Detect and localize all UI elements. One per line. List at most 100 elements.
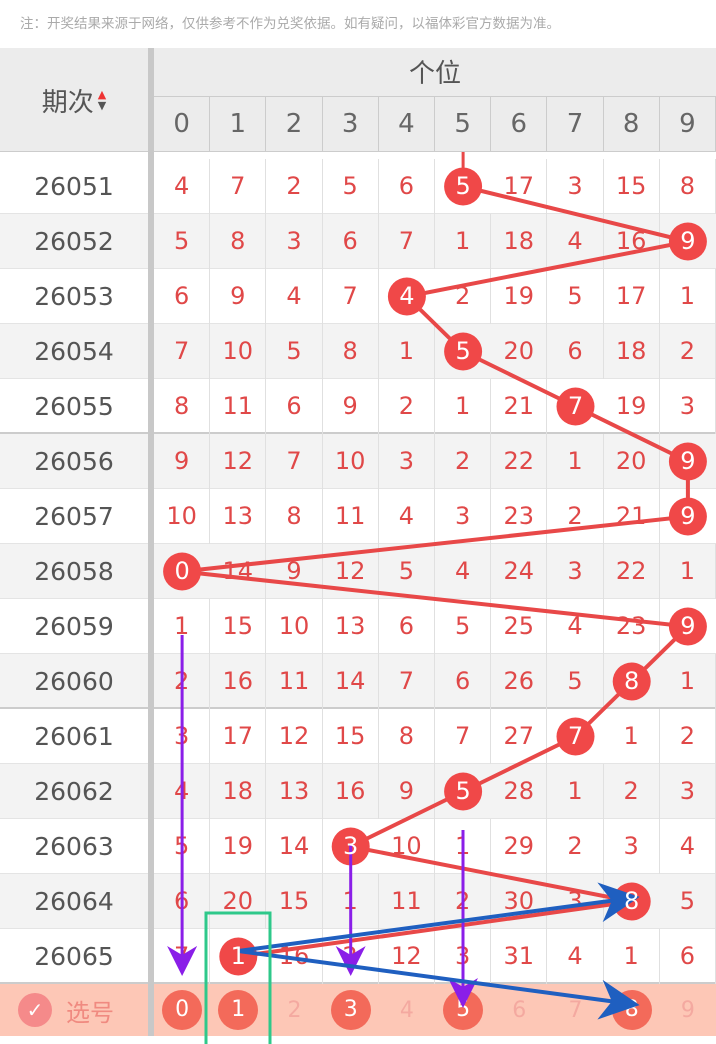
miss-count-cell: 5 (660, 874, 716, 929)
digit-header-5: 5 (435, 97, 492, 152)
period-number: 26061 (34, 722, 114, 751)
miss-count-cell: 4 (547, 929, 604, 984)
miss-count-cell: 8 (266, 489, 323, 544)
miss-count-cell: 6 (379, 599, 435, 654)
miss-count-cell: 5 (154, 214, 211, 269)
select-digit-1[interactable]: 1 (210, 984, 266, 1036)
miss-count-cell: 23 (604, 599, 660, 654)
table-row: 26062 4 18 13 16 9 5 28 1 2 3 (0, 764, 716, 819)
table-row: 26061 3 17 12 15 8 7 27 7 1 2 (0, 709, 716, 764)
miss-count-cell: 21 (604, 489, 660, 544)
select-digit-0[interactable]: 0 (154, 984, 210, 1036)
winning-cell: 8 (624, 667, 640, 695)
miss-count-cell: 11 (266, 654, 323, 709)
miss-count-cell: 2 (435, 269, 492, 324)
sort-icon[interactable]: ▲ ▼ (97, 88, 107, 112)
select-toggle[interactable]: ✓ 选号 (0, 984, 148, 1036)
miss-count-cell: 16 (323, 764, 379, 819)
digit-header-8: 8 (604, 97, 660, 152)
table-row: 26058 0 14 9 12 5 4 24 3 22 1 (0, 544, 716, 599)
miss-count-cell: 13 (266, 764, 323, 819)
miss-count-cell: 7 (154, 929, 211, 984)
miss-count-cell: 11 (210, 379, 267, 434)
period-label: 期次 (41, 87, 94, 118)
miss-count-cell: 22 (604, 544, 660, 599)
miss-count-cell: 4 (379, 489, 435, 544)
miss-count-cell: 19 (491, 269, 548, 324)
select-digit-5[interactable]: 5 (435, 984, 491, 1036)
miss-count-cell: 4 (154, 764, 211, 819)
miss-count-cell: 6 (154, 874, 211, 929)
miss-count-cell: 5 (323, 159, 379, 214)
miss-count-cell: 7 (323, 269, 379, 324)
miss-count-cell: 18 (210, 764, 267, 819)
table-row: 26063 5 19 14 3 10 1 29 2 3 4 (0, 819, 716, 874)
miss-count-cell: 2 (435, 434, 492, 489)
miss-count-cell: 1 (604, 929, 660, 984)
miss-count-cell: 11 (379, 874, 435, 929)
table-row: 26051 4 7 2 5 6 5 17 3 15 8 (0, 159, 716, 214)
period-sort-header[interactable]: 期次 ▲ ▼ (0, 48, 148, 152)
miss-count-cell: 9 (154, 434, 211, 489)
winning-cell: 9 (680, 502, 696, 530)
digit-header-7: 7 (547, 97, 604, 152)
select-digit-4[interactable]: 4 (399, 997, 414, 1023)
table-row: 26053 6 9 4 7 4 2 19 5 17 1 (0, 269, 716, 324)
miss-count-cell: 15 (266, 874, 323, 929)
select-digit-6[interactable]: 6 (512, 997, 527, 1023)
select-digit-8[interactable]: 8 (604, 984, 660, 1036)
miss-count-cell: 3 (435, 489, 492, 544)
digit-header-9: 9 (660, 97, 716, 152)
miss-count-cell: 14 (210, 544, 267, 599)
miss-count-cell: 10 (154, 489, 211, 544)
digit-header-1: 1 (210, 97, 267, 152)
table-row: 26055 8 11 6 9 2 1 21 7 19 3 (0, 379, 716, 434)
select-digit-9[interactable]: 9 (680, 997, 695, 1023)
miss-count-cell: 3 (266, 214, 323, 269)
miss-count-cell: 23 (491, 489, 548, 544)
miss-count-cell: 3 (435, 929, 492, 984)
miss-count-cell: 6 (660, 929, 716, 984)
miss-count-cell: 12 (323, 544, 379, 599)
miss-count-cell: 5 (379, 544, 435, 599)
miss-count-cell: 1 (323, 874, 379, 929)
miss-count-cell: 4 (154, 159, 211, 214)
miss-count-cell: 3 (660, 764, 716, 819)
miss-count-cell: 11 (323, 489, 379, 544)
period-number: 26052 (34, 227, 114, 256)
period-number: 26058 (34, 557, 114, 586)
miss-count-cell: 4 (547, 214, 604, 269)
miss-count-cell: 7 (154, 324, 211, 379)
miss-count-cell: 9 (323, 379, 379, 434)
select-digit-7[interactable]: 7 (568, 997, 583, 1023)
disclaimer-note: 注：开奖结果来源于网络，仅供参考不作为兑奖依据。如有疑问，以福体彩官方数据为准。 (0, 0, 716, 48)
miss-count-cell: 1 (435, 214, 492, 269)
period-number: 26053 (34, 282, 114, 311)
miss-count-cell: 7 (266, 434, 323, 489)
check-icon: ✓ (18, 993, 52, 1027)
column-divider (148, 48, 154, 1044)
winning-cell: 3 (343, 832, 359, 860)
miss-count-cell: 17 (604, 269, 660, 324)
table-row: 26060 2 16 11 14 7 6 26 5 8 1 (0, 654, 716, 709)
miss-count-cell: 18 (604, 324, 660, 379)
period-number: 26060 (34, 667, 114, 696)
select-digit-3[interactable]: 3 (323, 984, 379, 1036)
miss-count-cell: 12 (379, 929, 435, 984)
miss-count-cell: 10 (210, 324, 267, 379)
select-digit-2[interactable]: 2 (287, 997, 302, 1023)
table-row: 26065 7 1 16 2 12 3 31 4 1 6 (0, 929, 716, 984)
miss-count-cell: 20 (604, 434, 660, 489)
winning-cell: 7 (567, 722, 584, 750)
miss-count-cell: 17 (491, 159, 548, 214)
miss-count-cell: 5 (266, 324, 323, 379)
digit-header-0: 0 (154, 97, 211, 152)
miss-count-cell: 17 (210, 709, 267, 764)
miss-count-cell: 1 (435, 819, 492, 874)
miss-count-cell: 2 (323, 929, 379, 984)
miss-count-cell: 25 (491, 599, 548, 654)
position-title: 个位 (154, 48, 716, 97)
miss-count-cell: 2 (660, 324, 716, 379)
miss-count-cell: 5 (435, 599, 492, 654)
